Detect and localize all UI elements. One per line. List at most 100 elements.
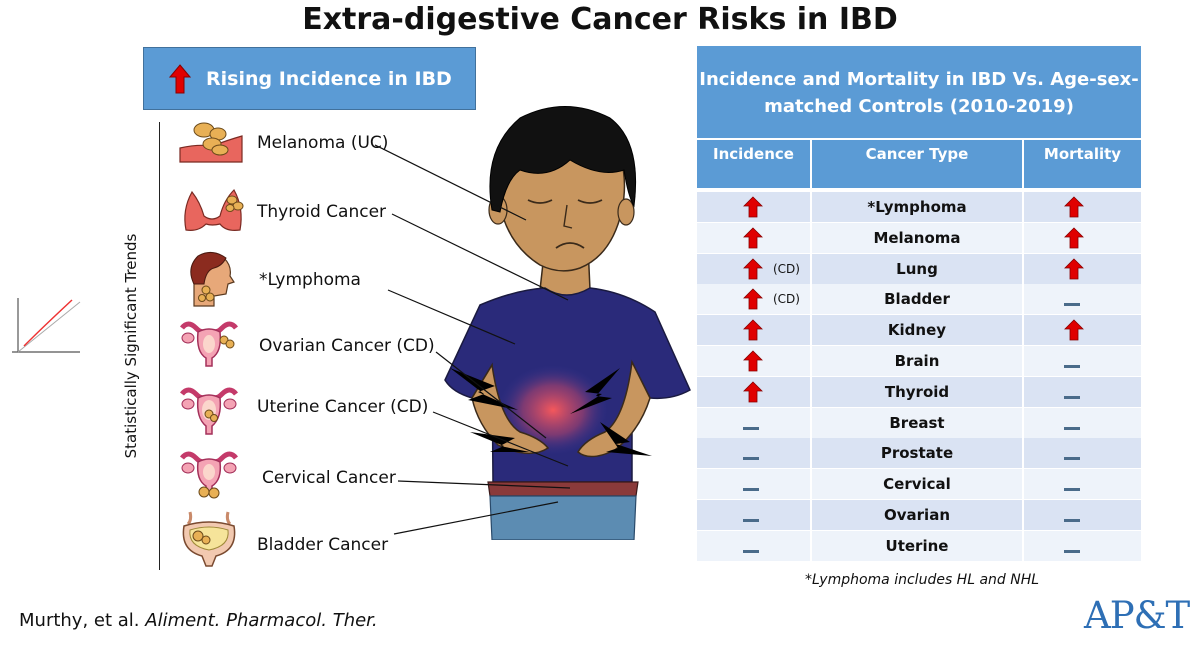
cancer-type-cell: Lung xyxy=(812,253,1022,284)
cancer-type-cell: Uterine xyxy=(812,530,1022,561)
no-change-dash-icon xyxy=(1064,488,1080,492)
cancer-label-lymphoma: *Lymphoma xyxy=(259,270,361,290)
mortality-cell xyxy=(1024,253,1141,284)
mortality-cell xyxy=(1024,284,1141,315)
up-arrow-icon xyxy=(169,64,191,94)
column-header-cancer-type: Cancer Type xyxy=(812,140,1022,188)
cancer-type-cell: *Lymphoma xyxy=(812,192,1022,222)
table-row: Ovarian xyxy=(697,500,1141,530)
table-row: Breast xyxy=(697,407,1141,438)
mortality-cell xyxy=(1024,346,1141,376)
up-arrow-icon xyxy=(743,319,763,341)
incidence-cell xyxy=(697,469,810,500)
cancer-type-cell: Kidney xyxy=(812,315,1022,346)
cancer-type-cell: Ovarian xyxy=(812,500,1022,530)
connector-bladder xyxy=(393,501,559,535)
connector-thyroid xyxy=(391,213,569,301)
connector-cervical xyxy=(397,480,571,489)
up-arrow-icon xyxy=(743,288,763,310)
up-arrow-icon xyxy=(1064,196,1084,218)
connector-melanoma xyxy=(374,144,527,221)
no-change-dash-icon xyxy=(743,488,759,492)
up-arrow-icon xyxy=(743,227,763,249)
table-row: Uterine xyxy=(697,530,1141,561)
no-change-dash-icon xyxy=(1064,457,1080,461)
mortality-cell xyxy=(1024,469,1141,500)
up-arrow-icon xyxy=(743,196,763,218)
incidence-cell xyxy=(697,530,810,561)
cancer-label-cervical: Cervical Cancer xyxy=(262,468,396,488)
no-change-dash-icon xyxy=(743,426,759,430)
bladder-icon xyxy=(182,511,236,567)
table-footnote: *Lymphoma includes HL and NHL xyxy=(805,572,1040,588)
table-row: Prostate xyxy=(697,438,1141,469)
up-arrow-icon xyxy=(743,381,763,403)
cancer-label-ovarian: Ovarian Cancer (CD) xyxy=(259,336,435,356)
incidence-cell: (CD) xyxy=(697,284,810,315)
trend-chart-icon xyxy=(12,298,81,353)
column-header-incidence: Incidence xyxy=(697,140,810,188)
mortality-cell xyxy=(1024,192,1141,222)
incidence-cell xyxy=(697,346,810,376)
incidence-note: (CD) xyxy=(773,292,800,307)
cancer-label-uterine: Uterine Cancer (CD) xyxy=(257,397,429,417)
table-row: Kidney xyxy=(697,315,1141,346)
up-arrow-icon xyxy=(1064,258,1084,279)
table-row: Brain xyxy=(697,346,1141,376)
connector-ovarian xyxy=(435,351,547,439)
cancer-type-cell: Thyroid xyxy=(812,376,1022,407)
cancer-type-cell: Brain xyxy=(812,346,1022,376)
mortality-cell xyxy=(1024,222,1141,253)
uterus-icon xyxy=(180,387,238,435)
table-row: Thyroid xyxy=(697,376,1141,407)
table-row: (CD) Bladder xyxy=(697,284,1141,315)
thyroid-icon xyxy=(184,189,244,231)
trend-axis-line xyxy=(159,122,160,570)
incidence-cell xyxy=(697,500,810,530)
cancer-type-cell: Cervical xyxy=(812,469,1022,500)
cancer-type-cell: Breast xyxy=(812,407,1022,438)
incidence-cell xyxy=(697,315,810,346)
up-arrow-icon xyxy=(743,258,763,279)
mortality-cell xyxy=(1024,315,1141,346)
table-title: Incidence and Mortality in IBD Vs. Age-s… xyxy=(697,46,1141,138)
mortality-cell xyxy=(1024,407,1141,438)
connector-lymphoma xyxy=(387,289,516,345)
table-row: (CD) Lung xyxy=(697,253,1141,284)
table-row: Melanoma xyxy=(697,222,1141,253)
incidence-cell xyxy=(697,376,810,407)
incidence-cell xyxy=(697,222,810,253)
no-change-dash-icon xyxy=(1064,365,1080,368)
rising-incidence-header: Rising Incidence in IBD xyxy=(143,47,476,110)
up-arrow-icon xyxy=(1064,319,1084,341)
incidence-cell xyxy=(697,438,810,469)
cervix-icon xyxy=(180,451,238,499)
page-title: Extra-digestive Cancer Risks in IBD xyxy=(302,2,898,37)
cancer-type-cell: Bladder xyxy=(812,284,1022,315)
incidence-note: (CD) xyxy=(773,261,800,276)
incidence-cell xyxy=(697,192,810,222)
journal-logo: AP&T xyxy=(1084,594,1190,637)
column-header-mortality: Mortality xyxy=(1024,140,1141,188)
connector-uterine xyxy=(432,411,569,467)
citation: Murthy, et al. Aliment. Pharmacol. Ther. xyxy=(19,610,378,631)
mortality-cell xyxy=(1024,376,1141,407)
table-row: *Lymphoma xyxy=(697,192,1141,222)
cancer-label-melanoma: Melanoma (UC) xyxy=(257,133,389,153)
no-change-dash-icon xyxy=(1064,519,1080,522)
cancer-type-cell: Prostate xyxy=(812,438,1022,469)
no-change-dash-icon xyxy=(1064,549,1080,553)
mortality-cell xyxy=(1024,530,1141,561)
no-change-dash-icon xyxy=(1064,395,1080,399)
citation-authors: Murthy, et al. xyxy=(19,610,140,631)
no-change-dash-icon xyxy=(1064,426,1080,430)
mortality-cell xyxy=(1024,500,1141,530)
mortality-cell xyxy=(1024,438,1141,469)
no-change-dash-icon xyxy=(743,457,759,461)
skin-melanoma-icon xyxy=(179,122,243,163)
patient-illustration xyxy=(444,106,691,540)
ovary-icon xyxy=(180,321,238,367)
up-arrow-icon xyxy=(743,350,763,372)
up-arrow-icon xyxy=(1064,227,1084,249)
incidence-cell: (CD) xyxy=(697,253,810,284)
